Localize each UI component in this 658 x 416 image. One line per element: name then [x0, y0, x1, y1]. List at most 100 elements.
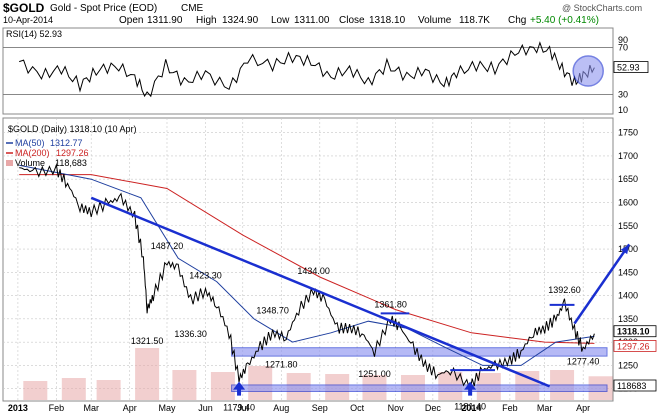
high-value: 1324.90 — [222, 15, 259, 26]
data-label: 1423.30 — [189, 271, 222, 281]
rsi-y-tick: 10 — [618, 105, 628, 115]
volume-value: 118.7K — [459, 15, 490, 26]
data-label: 1321.50 — [131, 336, 164, 346]
data-label: 1251.00 — [358, 369, 391, 379]
high-label: High — [196, 15, 217, 26]
x-tick-label: Apr — [123, 403, 137, 413]
data-label: 1361.80 — [374, 299, 407, 309]
chg-value: +5.40 (+0.41%) — [530, 15, 599, 26]
x-tick-label: Feb — [502, 403, 518, 413]
volume-bar — [96, 380, 121, 400]
price-y-tick: 1400 — [618, 291, 638, 301]
x-tick-label: May — [158, 403, 176, 413]
data-label: 1271.80 — [265, 359, 298, 369]
x-tick-label: Sep — [312, 403, 328, 413]
price-layer: 1750170016501600155015001450140013501300… — [3, 118, 657, 413]
low-label: Low — [271, 15, 290, 26]
volume-tag-box — [613, 379, 657, 392]
price-y-tick: 1250 — [618, 360, 638, 370]
volume-bar — [210, 372, 235, 400]
downtrend-line — [90, 196, 551, 388]
low-up-arrow — [233, 381, 246, 396]
data-label: 1181.40 — [454, 401, 486, 411]
price-tag: 1318.10 — [617, 327, 650, 337]
x-tick-label: 2014 — [461, 403, 481, 413]
watermark: @ StockCharts.com — [562, 3, 642, 13]
legend-ma200-value: 1297.26 — [56, 148, 89, 158]
breakout-arrow — [573, 243, 631, 325]
volume-label: Volume — [418, 15, 452, 26]
price-tag-box — [613, 325, 657, 338]
price-panel — [2, 117, 614, 402]
rsi-highlight-circle — [572, 55, 604, 87]
close-value: 1318.10 — [369, 15, 406, 26]
legend-ma50-value: 1312.77 — [50, 138, 83, 148]
legend-volume-swatch — [6, 160, 13, 166]
quote-date: 10-Apr-2014 — [3, 15, 53, 25]
low-value: 1311.00 — [294, 15, 330, 26]
rsi-current-tag: 52.93 — [617, 63, 640, 73]
price-y-tick: 1750 — [618, 128, 638, 138]
price-tag-box — [613, 340, 657, 352]
x-tick-label: Mar — [537, 403, 553, 413]
ma200-line — [19, 174, 595, 344]
support-band — [231, 384, 608, 392]
volume-bar — [61, 378, 86, 400]
x-tick-label: Oct — [350, 403, 365, 413]
instrument-name: Gold - Spot Price (EOD) — [50, 3, 157, 14]
legend-ma200-name: MA(200) — [15, 148, 50, 158]
price-y-tick: 1700 — [618, 151, 638, 161]
rsi-line — [19, 41, 595, 98]
legend-ma50-name: MA(50) — [15, 138, 45, 148]
rsi-y-tick: 70 — [618, 43, 628, 53]
x-tick-label: 2013 — [8, 403, 28, 413]
open-value: 1311.90 — [147, 15, 183, 26]
price-y-tick: 1550 — [618, 221, 638, 231]
volume-bar — [135, 348, 160, 400]
price-y-tick: 1350 — [618, 314, 638, 324]
x-tick-label: Aug — [273, 403, 289, 413]
price-line — [19, 162, 595, 392]
x-tick-label: Dec — [425, 403, 442, 413]
ma50-line — [19, 164, 595, 366]
close-label: Close — [339, 15, 365, 26]
price-y-tick: 1650 — [618, 174, 638, 184]
x-tick-label: Feb — [49, 403, 65, 413]
support-band — [231, 347, 608, 357]
data-label: 1434.00 — [297, 266, 330, 276]
x-tick-label: Mar — [83, 403, 99, 413]
data-label: 1392.60 — [548, 285, 581, 295]
rsi-panel — [2, 27, 614, 115]
rsi-y-tick: 90 — [618, 35, 628, 45]
chg-label: Chg — [508, 15, 526, 26]
legend-gold: $GOLD (Daily) 1318.10 (10 Apr) — [8, 124, 137, 134]
data-label: 1487.20 — [151, 241, 184, 251]
ohlc-readout: Open 1311.90 High 1324.90 Low 1311.00 Cl… — [119, 15, 599, 26]
rsi-tag-box — [613, 61, 649, 73]
rsi-title: RSI(14) 52.93 — [6, 29, 62, 39]
legend-volume-value: 118,683 — [55, 158, 87, 168]
volume-bar — [172, 370, 197, 400]
rsi-y-tick: 30 — [618, 89, 628, 99]
symbol-title: $GOLD — [3, 1, 45, 15]
data-label: 1179.40 — [223, 402, 255, 412]
x-tick-label: Jul — [237, 403, 249, 413]
legend: $GOLD (Daily) 1318.10 (10 Apr) MA(50) 13… — [6, 124, 137, 168]
exchange-label: CME — [181, 3, 204, 14]
data-label: 1336.30 — [174, 329, 207, 339]
low-up-arrow — [464, 381, 477, 396]
data-label: 1348.70 — [256, 305, 289, 315]
price-tag: 1297.26 — [617, 341, 650, 351]
volume-tag: 118683 — [617, 381, 646, 391]
volume-bar — [23, 381, 48, 400]
x-tick-label: Jun — [198, 403, 213, 413]
price-y-tick: 1450 — [618, 267, 638, 277]
volume-bar — [248, 366, 273, 400]
breakout-arrow-head — [620, 244, 630, 255]
x-tick-label: Nov — [388, 403, 405, 413]
open-label: Open — [119, 15, 143, 26]
x-tick-label: Apr — [576, 403, 590, 413]
legend-volume-name: Volume — [15, 158, 45, 168]
